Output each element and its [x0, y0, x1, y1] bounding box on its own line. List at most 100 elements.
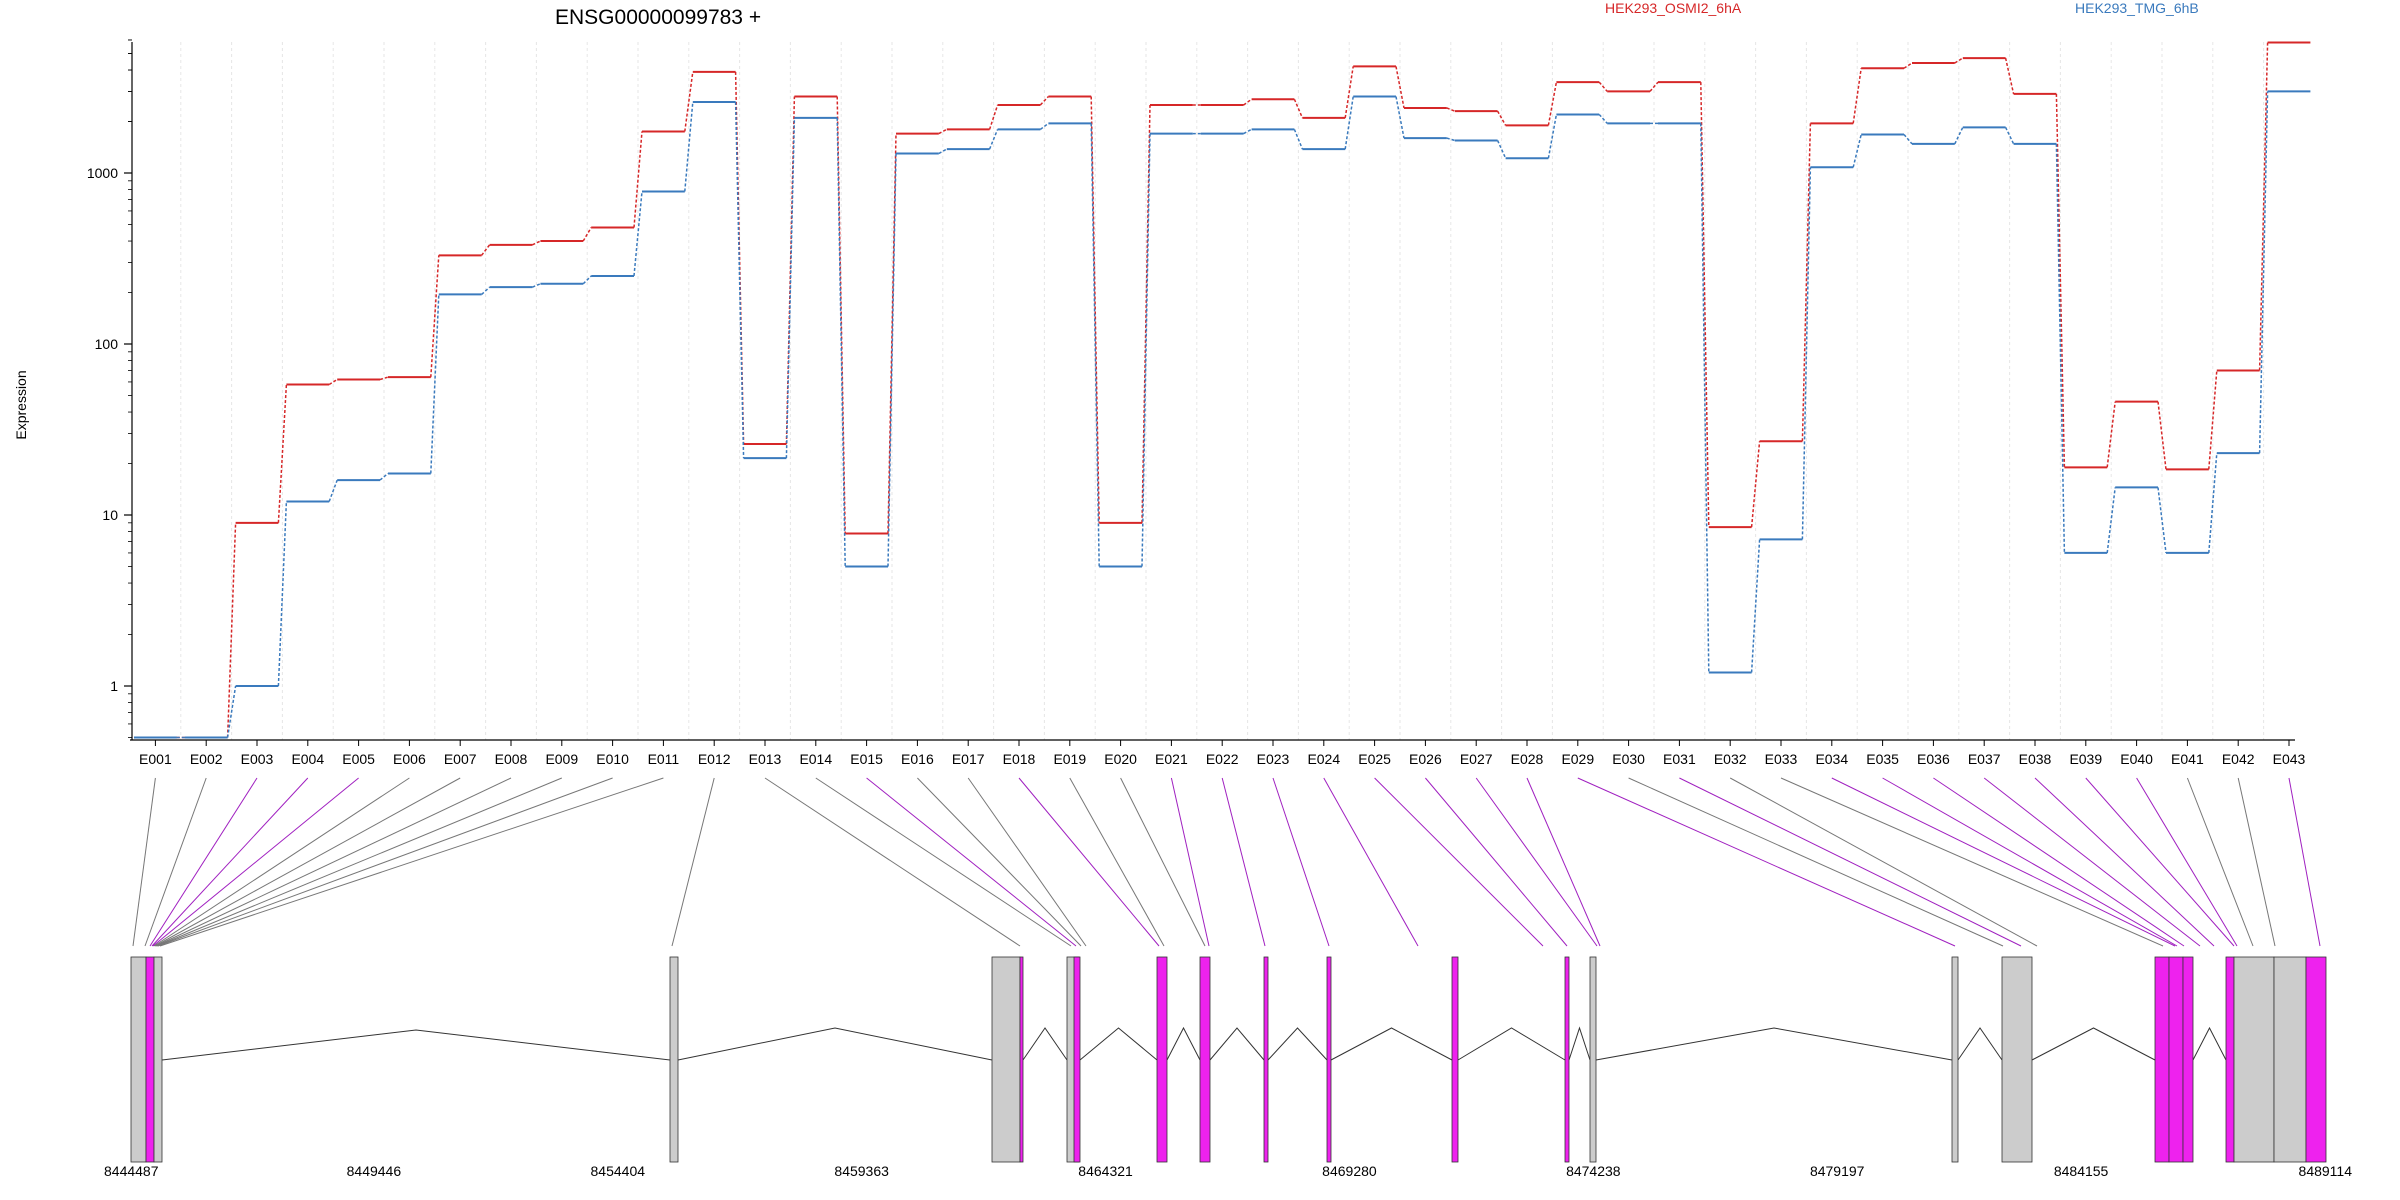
exon-block [669, 956, 679, 1163]
exon-block [1156, 956, 1168, 1163]
data-connector [1090, 123, 1100, 567]
data-connector [988, 104, 999, 130]
x-tick-label: E042 [2222, 751, 2255, 767]
exon-connector [1729, 777, 2038, 947]
data-connector [1750, 441, 1761, 528]
data-connector [2055, 93, 2066, 468]
data-connector [532, 283, 541, 288]
exon-connector [671, 777, 715, 947]
x-tick-label: E016 [901, 751, 934, 767]
data-connector [1446, 137, 1456, 142]
x-tick-label: E018 [1003, 751, 1036, 767]
x-tick-label: E030 [1612, 751, 1645, 767]
exon-connector [866, 777, 1077, 947]
data-connector [988, 129, 999, 150]
exon-connector [149, 777, 258, 947]
x-tick-label: E032 [1714, 751, 1747, 767]
data-connector [328, 479, 338, 502]
data-connector [1649, 81, 1659, 92]
x-tick-label: E010 [596, 751, 629, 767]
genomic-coordinate-label: 8459363 [834, 1163, 889, 1179]
x-tick-label: E014 [799, 751, 832, 767]
exon-block [1564, 956, 1570, 1163]
data-connector [1293, 129, 1304, 150]
x-tick-label: E037 [1968, 751, 2001, 767]
data-connector [582, 275, 592, 285]
x-tick-label: E023 [1257, 751, 1290, 767]
data-connector [938, 128, 948, 135]
x-tick-label: E024 [1307, 751, 1340, 767]
exon-connector [967, 777, 1087, 947]
data-connector [1547, 114, 1558, 159]
x-tick-label: E021 [1155, 751, 1188, 767]
exon-block [1326, 956, 1332, 1163]
data-connector [277, 501, 288, 687]
data-connector [1243, 128, 1252, 135]
intron [1209, 1027, 1265, 1061]
exon-connector [2136, 777, 2238, 947]
data-connector [226, 685, 237, 738]
x-tick-label: E012 [698, 751, 731, 767]
data-connector [1090, 96, 1100, 523]
exon-block [2233, 956, 2275, 1163]
data-connector [1547, 81, 1558, 126]
data-connector [379, 472, 389, 481]
data-connector [1344, 96, 1354, 150]
data-connector [430, 255, 440, 378]
x-tick-label: E035 [1866, 751, 1899, 767]
data-connector [1243, 98, 1253, 106]
chart-title: ENSG00000099783 + [555, 6, 761, 29]
exon-block [1589, 956, 1597, 1163]
exon-connector [2034, 777, 2215, 947]
data-connector [1801, 167, 1812, 540]
data-connector [1954, 57, 1964, 64]
data-connector [1395, 66, 1405, 109]
y-tick-label: 10 [102, 507, 118, 523]
data-connector [2157, 487, 2167, 554]
exon-connector [2085, 777, 2235, 947]
exon-connectors [132, 777, 2321, 947]
data-connector [785, 117, 796, 459]
intron [1267, 1027, 1328, 1061]
exon-connector [1170, 777, 1210, 947]
x-tick-label: E036 [1917, 751, 1950, 767]
x-tick-label: E028 [1511, 751, 1544, 767]
x-tick-label: E038 [2019, 751, 2052, 767]
x-tick-label: E040 [2120, 751, 2153, 767]
x-tick-label: E020 [1104, 751, 1137, 767]
genomic-coordinate-label: 8454404 [591, 1163, 646, 1179]
x-tick-label: E005 [342, 751, 375, 767]
x-tick-label: E034 [1815, 751, 1848, 767]
exon-block [130, 956, 147, 1163]
data-connector [1750, 539, 1761, 673]
x-tick-label: E001 [139, 751, 172, 767]
x-tick-label: E033 [1765, 751, 1798, 767]
data-connector [1344, 66, 1354, 119]
exon-connector [1018, 777, 1160, 947]
data-connector [2208, 453, 2218, 553]
exon-block [1019, 956, 1024, 1163]
genomic-coordinate-label: 8489114 [2299, 1163, 2353, 1179]
exon-connector [154, 777, 461, 947]
intron [1595, 1027, 1953, 1061]
exon-connector [132, 777, 156, 947]
exon-block [1451, 956, 1459, 1163]
x-tick-label: E004 [291, 751, 324, 767]
exon-connector [917, 777, 1082, 947]
data-connector [2004, 57, 2015, 95]
x-tick-label: E026 [1409, 751, 1442, 767]
exon-connector [1933, 777, 2185, 947]
exon-block [2273, 956, 2307, 1163]
exon-connector [1679, 777, 2022, 947]
exon-block [1199, 956, 1211, 1163]
exon-connector [1780, 777, 2164, 947]
exon-connector [1120, 777, 1206, 947]
gene-model: 8444487 8449446 8454404 8459363 8464321 84692… [104, 956, 2353, 1179]
exon-connector [2288, 777, 2321, 947]
data-connector [1039, 122, 1049, 130]
genomic-coordinate-label: 8449446 [347, 1163, 402, 1179]
data-connector [277, 384, 288, 523]
legend-series-a: HEK293_OSMI2_6hA [1605, 0, 1742, 16]
exon-connector [1831, 777, 2176, 947]
